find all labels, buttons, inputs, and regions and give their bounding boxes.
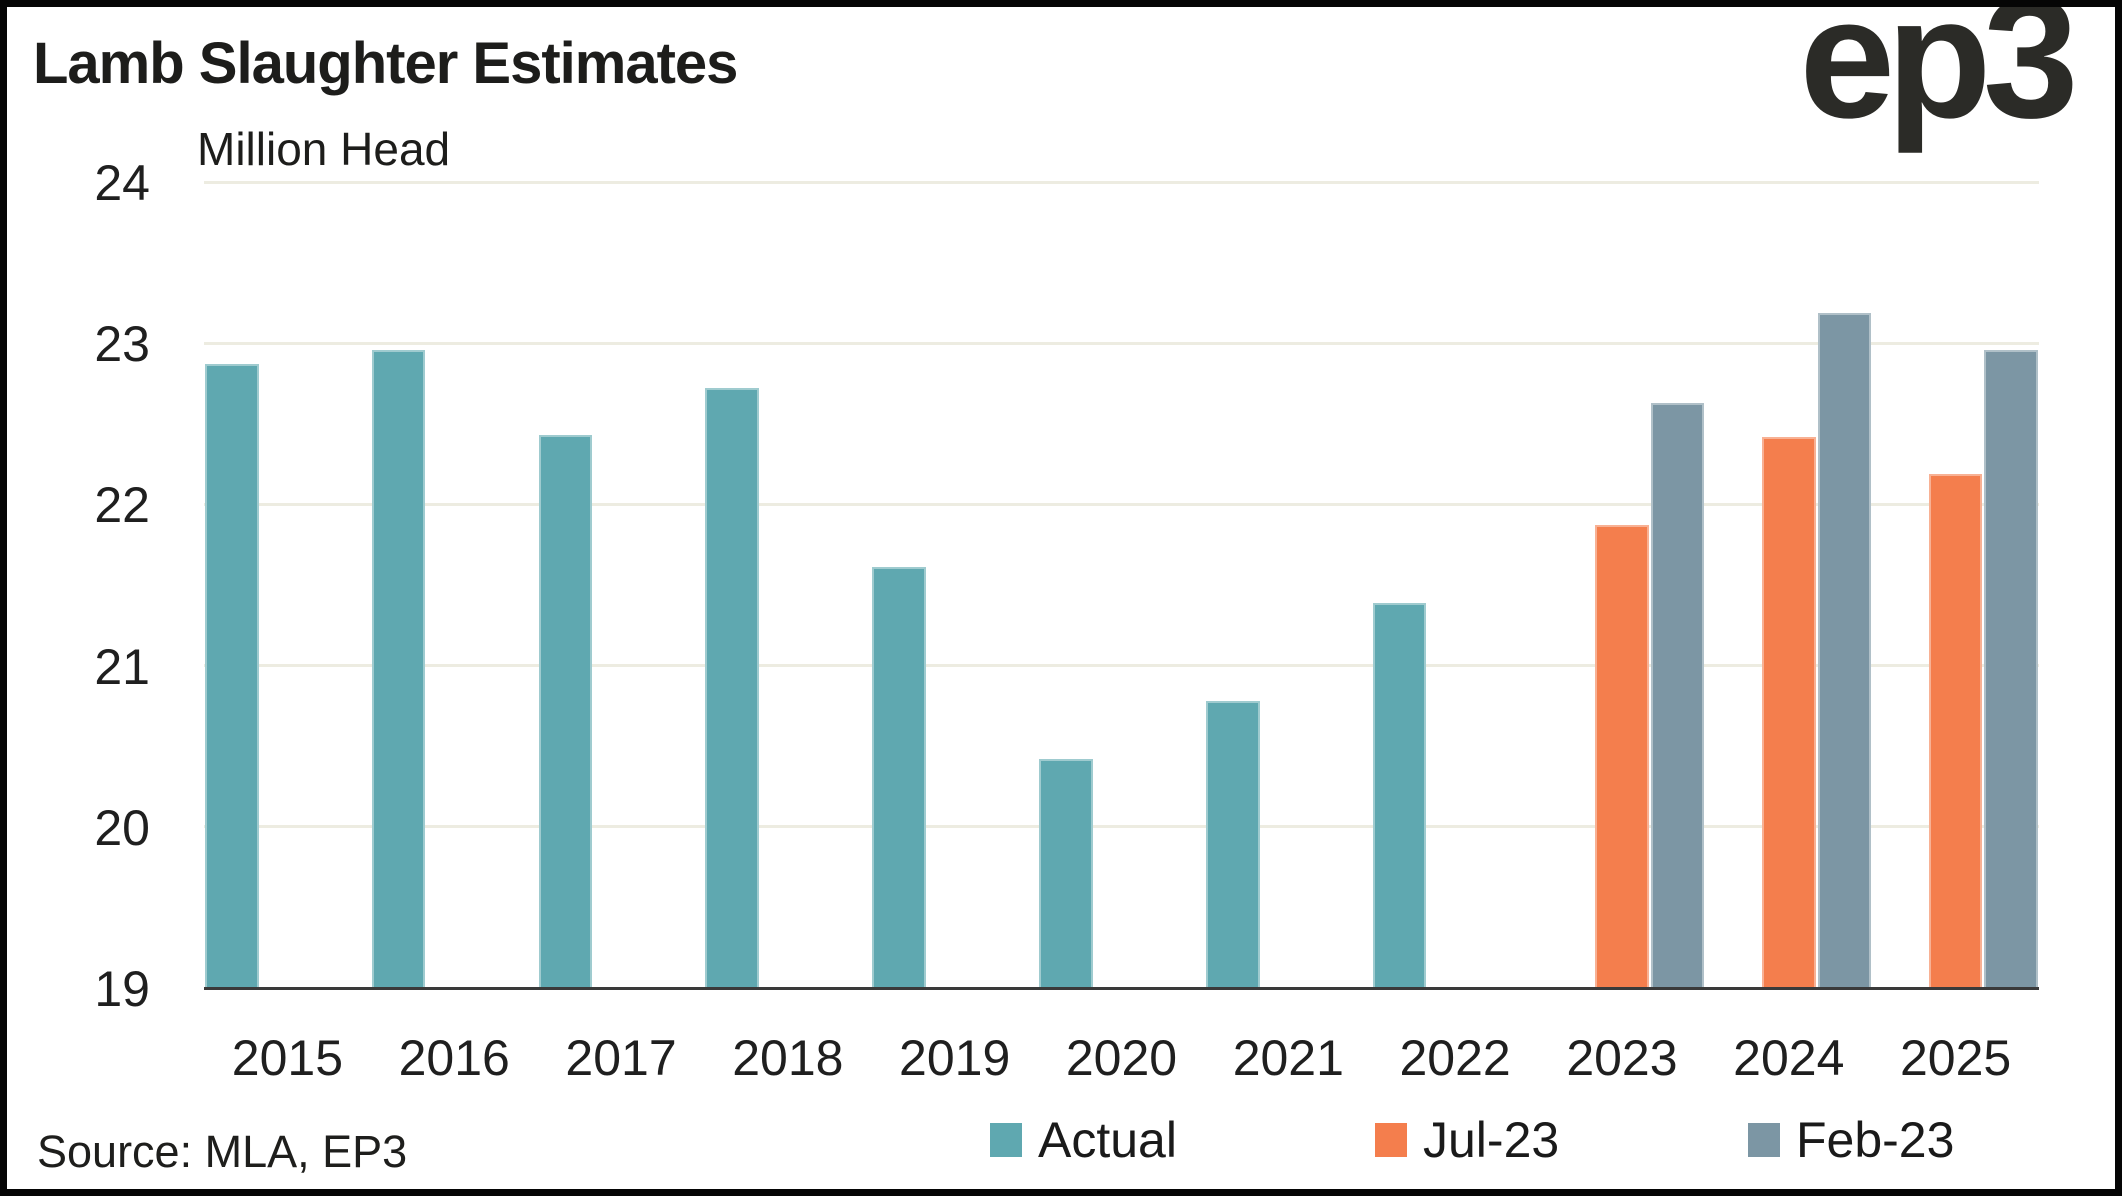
gridline-20 [204,825,2039,829]
bar-actual-2019 [872,567,926,988]
y-axis-tick-22: 22 [94,477,150,534]
x-axis-tick-2023: 2023 [1566,1030,1678,1086]
bar-jul-23-2023 [1595,525,1649,988]
y-axis-tick-21: 21 [94,638,150,695]
bar-actual-2020 [1039,759,1093,988]
bar-jul-23-2024 [1761,436,1816,988]
x-axis-line [204,986,2039,990]
gridline-24 [204,180,2039,184]
bar-actual-2018 [705,388,760,988]
y-axis-tick-19: 19 [94,961,150,1017]
legend-swatch-feb-23 [1748,1123,1780,1157]
legend-item-jul-23: Jul-23 [1375,1112,1560,1168]
legend-label-jul-23: Jul-23 [1423,1112,1560,1168]
bar-feb-23-2024 [1817,312,1872,988]
legend-swatch-jul-23 [1375,1123,1407,1157]
legend-label-feb-23: Feb-23 [1796,1112,1955,1168]
bar-feb-23-2025 [1984,349,2038,988]
legend-item-feb-23: Feb-23 [1748,1112,1955,1168]
y-axis-tick-20: 20 [94,799,150,856]
x-axis-tick-2022: 2022 [1399,1030,1511,1086]
x-axis-tick-2018: 2018 [732,1030,844,1086]
y-axis-tick-24: 24 [94,155,150,211]
source-note: Source: MLA, EP3 [37,1126,408,1177]
bar-jul-23-2025 [1928,473,1983,988]
ep3-logo: ep3 [1799,0,2078,154]
y-axis-title: Million Head [197,123,451,175]
x-axis-tick-2020: 2020 [1065,1030,1178,1086]
bar-actual-2017 [538,435,593,988]
bar-actual-2016 [371,349,426,988]
bar-feb-23-2023 [1650,402,1705,988]
legend-item-actual: Actual [990,1112,1177,1168]
x-axis-tick-2017: 2017 [565,1030,677,1086]
bar-actual-2015 [205,364,259,988]
x-axis-tick-2019: 2019 [899,1030,1011,1086]
x-axis-tick-2016: 2016 [398,1030,510,1086]
x-axis-tick-2024: 2024 [1733,1030,1845,1086]
gridline-21 [204,664,2039,668]
y-axis-tick-23: 23 [94,316,150,373]
x-axis-tick-2021: 2021 [1232,1030,1344,1086]
bar-actual-2021 [1205,701,1260,988]
bar-actual-2022 [1372,602,1427,988]
legend-label-actual: Actual [1038,1112,1177,1168]
x-axis-tick-2015: 2015 [231,1030,344,1086]
x-axis-tick-2025: 2025 [1899,1030,2012,1086]
chart-title: Lamb Slaughter Estimates [33,31,738,96]
gridline-23 [204,341,2039,345]
gridline-22 [204,502,2039,506]
legend-swatch-actual [990,1123,1022,1157]
